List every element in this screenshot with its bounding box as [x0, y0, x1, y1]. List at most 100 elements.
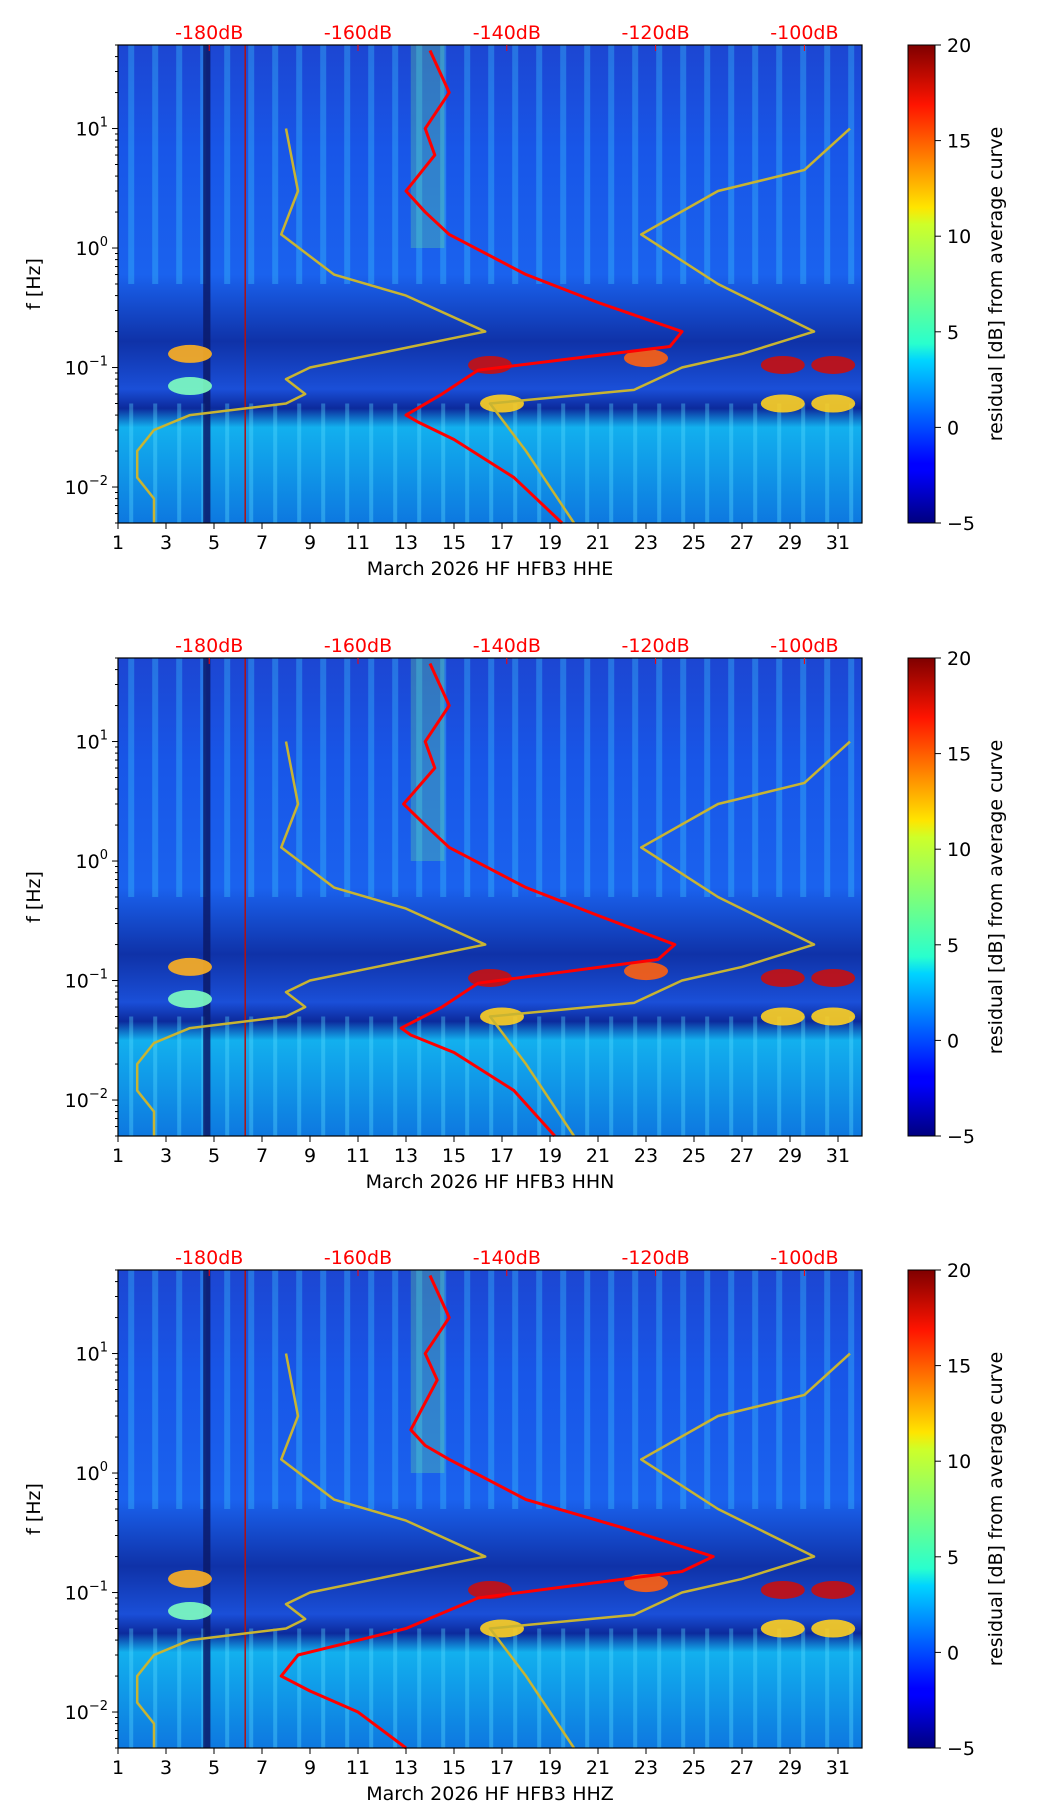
- spectrogram-streak: [609, 1016, 614, 1136]
- spectrogram-streak: [560, 658, 567, 897]
- spectrogram-streak: [728, 1270, 735, 1509]
- spectrogram-streak: [321, 1016, 326, 1136]
- y-axis-title: f [Hz]: [23, 1483, 45, 1535]
- spectrogram-streak: [536, 658, 543, 897]
- x-tick-label: 29: [778, 1757, 802, 1779]
- db-label: -100dB: [770, 22, 838, 44]
- x-tick-label: 25: [682, 1145, 706, 1167]
- colorbar: [907, 44, 936, 524]
- spectrogram-streak: [536, 45, 543, 284]
- spectrogram-streak: [440, 1270, 447, 1509]
- spectrogram-streak: [656, 1270, 663, 1509]
- spectrogram-streak: [536, 1270, 543, 1509]
- spectrogram-streak: [177, 1628, 182, 1748]
- db-label: -100dB: [770, 635, 838, 657]
- spectrogram-streak: [392, 45, 399, 284]
- spectrogram-streak: [849, 1628, 854, 1748]
- spectrogram-streak: [153, 1628, 158, 1748]
- spectrogram-blob: [168, 377, 212, 396]
- db-label: -120dB: [621, 635, 689, 657]
- x-axis-title: March 2026 HF HFB3 HHN: [366, 1171, 615, 1193]
- series-line-high-noise-model: [488, 127, 851, 524]
- db-label: -180dB: [175, 635, 243, 657]
- y-tick-label: 101: [76, 116, 108, 141]
- spectrogram-streak: [561, 1628, 566, 1748]
- colorbar-tick-label: 5: [947, 322, 959, 344]
- spectrogram-streak: [633, 1628, 638, 1748]
- spectrogram-blob: [760, 355, 805, 374]
- spectrogram-blob: [168, 990, 212, 1009]
- spectrogram-streak: [392, 658, 399, 897]
- spectrogram-streak: [848, 45, 855, 284]
- spectrogram-streak: [152, 658, 159, 897]
- spectrogram-streak: [704, 1270, 711, 1509]
- x-tick-label: 25: [682, 532, 706, 554]
- spectrogram-streak: [512, 45, 519, 284]
- spectrogram-streak: [560, 45, 567, 284]
- spectrogram-streak: [753, 1628, 758, 1748]
- x-tick-label: 27: [730, 532, 754, 554]
- spectrogram-streak: [273, 1628, 278, 1748]
- spectrogram-blob: [760, 1580, 805, 1599]
- spectrogram-streak: [344, 1270, 351, 1509]
- spectrogram-streak: [801, 403, 806, 523]
- x-tick-label: 5: [208, 1145, 220, 1167]
- x-tick-label: 23: [634, 1145, 658, 1167]
- x-tick-label: 23: [634, 532, 658, 554]
- db-label: -100dB: [770, 1247, 838, 1269]
- db-label: -160dB: [324, 22, 392, 44]
- db-label: -120dB: [621, 1247, 689, 1269]
- spectrogram-streak: [225, 1628, 230, 1748]
- x-tick-label: 21: [586, 1145, 610, 1167]
- spectrogram-blob: [760, 968, 805, 987]
- spectrogram-streak: [416, 658, 423, 897]
- db-label: -160dB: [324, 1247, 392, 1269]
- spectrogram-streak: [657, 1016, 662, 1136]
- spectrogram-blob: [168, 1569, 212, 1588]
- spectrogram-streak: [296, 45, 303, 284]
- spectrogram-streak: [225, 1016, 230, 1136]
- spectrogram-streak: [776, 45, 783, 284]
- colorbar-tick-label: 20: [947, 35, 971, 57]
- colorbar-tick-label: 10: [947, 1451, 971, 1473]
- spectrogram-streak: [824, 45, 831, 284]
- spectrogram-streak: [681, 1628, 686, 1748]
- x-axis-title: March 2026 HF HFB3 HHE: [367, 558, 614, 580]
- y-tick-label: 10−2: [65, 1087, 108, 1112]
- x-tick-label: 11: [346, 1145, 370, 1167]
- spectrogram-streak: [368, 658, 375, 897]
- spectrogram-streak: [224, 1270, 231, 1509]
- y-tick-label: 10−2: [65, 474, 108, 499]
- spectrogram-blob: [811, 355, 856, 374]
- spectrogram-blob: [811, 394, 856, 413]
- colorbar-tick-label: 20: [947, 1260, 971, 1282]
- x-tick-label: 9: [304, 532, 316, 554]
- spectrogram-streak: [129, 403, 134, 523]
- spectrogram-streak: [657, 1628, 662, 1748]
- spectrogram-streak: [272, 1270, 279, 1509]
- colorbar-tick-label: 15: [947, 131, 971, 153]
- y-tick-label: 10−2: [65, 1699, 108, 1724]
- spectrogram-streak: [705, 1628, 710, 1748]
- spectrogram-streak: [513, 1628, 518, 1748]
- spectrogram-streak: [537, 1016, 542, 1136]
- spectrogram-streak: [417, 1628, 422, 1748]
- spectrogram-streak: [632, 1270, 639, 1509]
- spectrogram-streak: [488, 658, 495, 897]
- spectrogram-streak: [393, 1628, 398, 1748]
- spectrogram-streak: [825, 403, 830, 523]
- spectrogram-streak: [584, 658, 591, 897]
- colorbar-title: residual [dB] from average curve: [985, 740, 1007, 1055]
- y-tick-label: 101: [76, 1341, 108, 1366]
- spectrogram-streak: [656, 45, 663, 284]
- spectrogram-streak: [801, 1628, 806, 1748]
- db-label: -140dB: [473, 1247, 541, 1269]
- spectrogram-streak: [512, 1270, 519, 1509]
- spectrogram-streak: [512, 658, 519, 897]
- spectrogram-streak: [729, 1628, 734, 1748]
- spectrogram-streak: [129, 1016, 134, 1136]
- spectrogram-streak: [297, 403, 302, 523]
- spectrogram-streak: [321, 1628, 326, 1748]
- x-tick-label: 7: [256, 1145, 268, 1167]
- spectrogram-streak: [488, 1270, 495, 1509]
